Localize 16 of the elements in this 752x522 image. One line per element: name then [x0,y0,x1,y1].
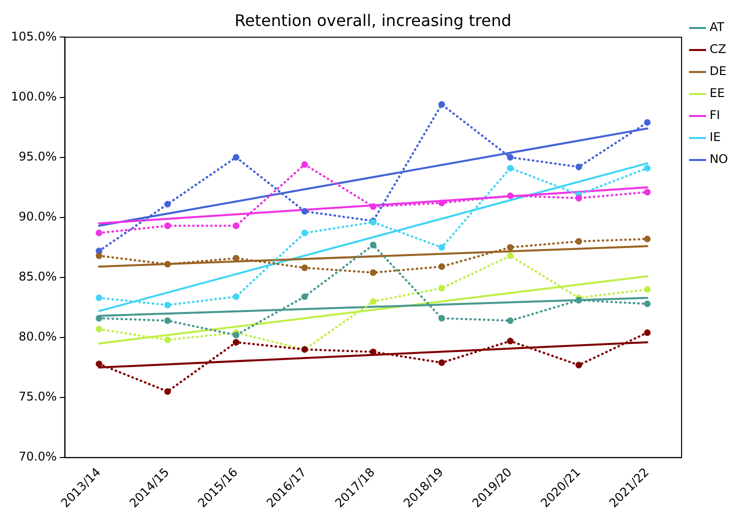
legend-label: EE [710,86,725,100]
legend-label: DE [710,64,726,78]
legend-label: NO [710,152,728,166]
legend-label: CZ [710,42,726,56]
y-tick-label: 90.0% [18,209,57,224]
legend-label: IE [710,130,721,144]
legend-label: FI [710,108,720,122]
y-tick-label: 75.0% [18,390,57,404]
y-tick-label: 80.0% [18,330,57,344]
legend-label: AT [710,20,725,34]
y-tick-label: 105.0% [10,29,57,44]
y-tick-label: 85.0% [18,270,57,284]
y-tick-label: 95.0% [18,149,57,164]
chart-title: Retention overall, increasing trend [234,10,512,30]
y-tick-label: 70.0% [18,450,57,464]
y-tick-label: 100.0% [10,89,57,104]
